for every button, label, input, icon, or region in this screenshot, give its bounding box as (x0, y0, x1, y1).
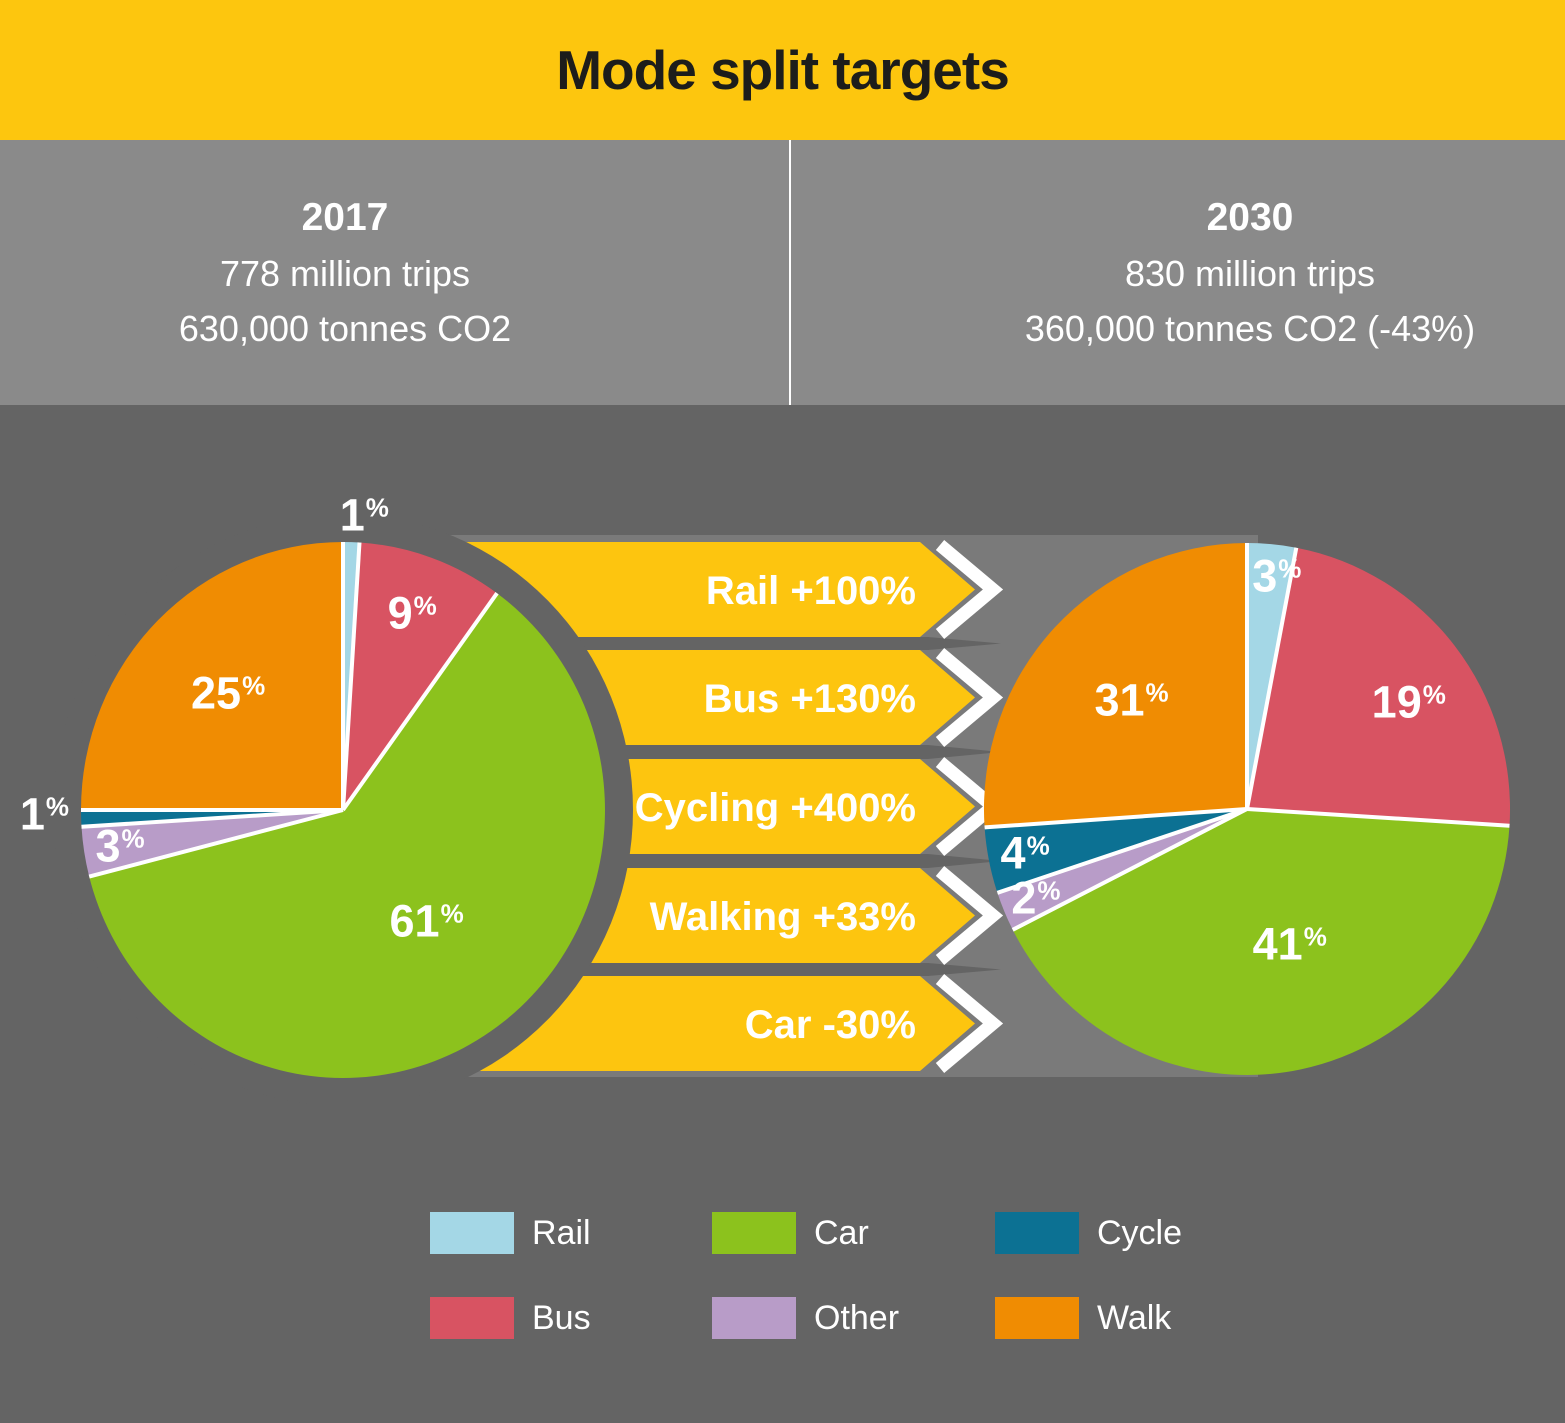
legend-swatch-rail (430, 1212, 514, 1254)
legend-label-walk: Walk (1097, 1299, 1172, 1337)
charts-svg: Rail +100% Bus +130% Cycling +400% Walki… (53, 514, 1511, 1106)
legend-swatch-walk (995, 1297, 1079, 1339)
legend-label-bus: Bus (532, 1299, 591, 1337)
slice-border (1246, 807, 1510, 828)
arrow-car: Car -30% (440, 974, 1004, 1073)
header: Mode split targets (0, 0, 1565, 140)
arrow-car-chevron-icon (935, 974, 1004, 1073)
arrow-cycling-label: Cycling +400% (635, 786, 916, 830)
stats-2017-year: 2017 (301, 196, 389, 239)
legend-label-other: Other (814, 1299, 900, 1337)
stats-2017: 2017 778 million trips 630,000 tonnes CO… (55, 140, 635, 405)
slice-2030-walk (983, 543, 1247, 828)
arrow-car-label: Car -30% (745, 1003, 916, 1047)
stats-2030-trips: 830 million trips (1124, 253, 1376, 294)
stats-2030: 2030 830 million trips 360,000 tonnes CO… (945, 140, 1555, 405)
page-title: Mode split targets (556, 39, 1010, 101)
stats-2030-co2: 360,000 tonnes CO2 (-43%) (1024, 308, 1476, 349)
legend-item-other: Other (712, 1297, 899, 1339)
chart-area: Rail +100% Bus +130% Cycling +400% Walki… (0, 405, 1565, 1423)
legend-swatch-cycle (995, 1212, 1079, 1254)
arrow-rail-chevron-icon (935, 540, 1004, 639)
slice-2030-bus (1247, 547, 1511, 826)
arrow-bus-chevron-icon (935, 648, 1004, 747)
slice-border (1245, 547, 1299, 810)
arrow-rail: Rail +100% (440, 540, 1004, 639)
legend-item-rail: Rail (430, 1212, 591, 1254)
legend-item-cycle: Cycle (995, 1212, 1182, 1254)
stats-2017-co2: 630,000 tonnes CO2 (178, 308, 512, 349)
arrow-walking-label: Walking +33% (650, 895, 916, 939)
legend-swatch-other (712, 1297, 796, 1339)
legend-item-car: Car (712, 1212, 869, 1254)
legend-item-walk: Walk (995, 1297, 1171, 1339)
stats-band: 2017 778 million trips 630,000 tonnes CO… (0, 140, 1565, 405)
pie-2030 (983, 543, 1511, 1076)
arrow-rail-label: Rail +100% (706, 569, 916, 613)
slice-2017-walk (81, 542, 343, 810)
slice-border (81, 808, 344, 829)
stats-divider (789, 140, 791, 405)
arrow-car-shape (440, 976, 975, 1071)
legend-label-car: Car (814, 1214, 869, 1252)
arrow-walking-chevron-icon (935, 866, 1004, 965)
legend-label-rail: Rail (532, 1214, 591, 1252)
slice-border (341, 542, 362, 811)
slice-border (996, 807, 1248, 895)
arrow-bus-label: Bus +130% (704, 677, 916, 721)
stats-2030-year: 2030 (1206, 196, 1294, 239)
slice-border (88, 808, 344, 879)
stats-2017-trips: 778 million trips (219, 253, 471, 294)
legend-item-bus: Bus (430, 1297, 591, 1339)
legend-label-cycle: Cycle (1097, 1214, 1183, 1252)
legend-swatch-bus (430, 1297, 514, 1339)
slice-border (984, 807, 1248, 830)
arrow-rail-shape (440, 542, 975, 637)
slice-2030-car (1012, 809, 1510, 1076)
slice-2017-bus (343, 542, 497, 810)
slice-border (1011, 807, 1248, 932)
pie-2017 (80, 541, 605, 1079)
slice-border (341, 592, 499, 812)
slice-2017-car (89, 593, 605, 1079)
legend-swatch-car (712, 1212, 796, 1254)
